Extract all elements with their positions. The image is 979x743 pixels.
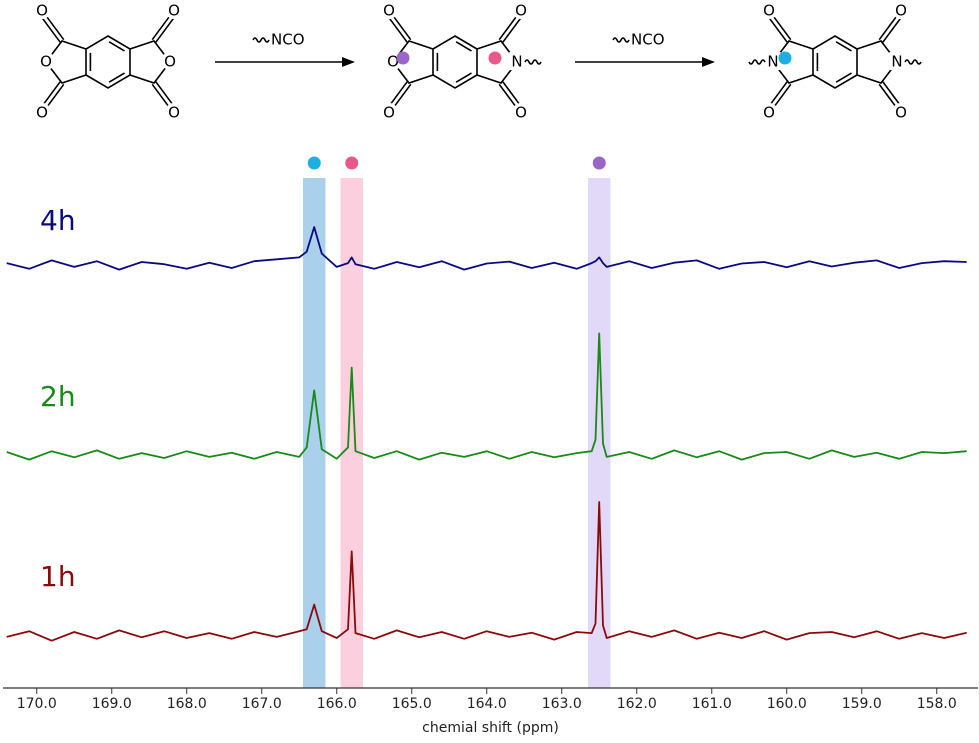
- carbonyl-bond: [151, 83, 173, 112]
- benzene-ring: [432, 35, 478, 89]
- spectrum-line: [6, 332, 967, 461]
- x-tick-label: 164.0: [467, 696, 507, 712]
- carbon-marker: [396, 51, 410, 65]
- x-tick-label: 162.0: [617, 696, 657, 712]
- carbonyl-bond: [882, 14, 904, 43]
- carbon-marker: [778, 51, 792, 65]
- carbonyl-bond: [386, 14, 408, 43]
- atom-label: O: [36, 104, 48, 122]
- carbonyl-bond: [155, 14, 177, 43]
- imide-ring: [856, 40, 899, 84]
- double-bond: [108, 72, 125, 83]
- carbonyl-bond: [386, 81, 408, 110]
- carbonyl-bond: [39, 81, 61, 110]
- atom-label: O: [36, 2, 48, 20]
- spectrum-line: [6, 226, 967, 271]
- imide-ring: [44, 40, 87, 84]
- atom-label: O: [895, 2, 907, 20]
- reagent-squiggle: [252, 37, 270, 43]
- spectra: 4h 2h 1h 170.0 169.0 168.0 167.0 166.0 165.0 164.…: [3, 156, 978, 736]
- atom-label: O: [763, 104, 775, 122]
- x-tick-label: 168.0: [167, 696, 207, 712]
- x-tick-label: 161.0: [692, 696, 732, 712]
- atom-label: O: [515, 104, 527, 122]
- band-marker: [345, 156, 359, 170]
- x-tick-label: 163.0: [542, 696, 582, 712]
- reagent-label: NCO: [271, 31, 305, 49]
- carbonyl-bond: [390, 12, 412, 41]
- reagent-label: NCO: [631, 31, 665, 49]
- carbonyl-bond: [498, 12, 520, 41]
- carbonyl-bond: [766, 81, 788, 110]
- carbonyl-bond: [770, 12, 792, 41]
- arrow-head: [702, 57, 715, 67]
- substituent-squiggle: [524, 59, 542, 65]
- atom-label: O: [164, 53, 176, 71]
- series-label: 2h: [40, 380, 76, 413]
- highlight-band: [340, 178, 363, 688]
- carbonyl-bond: [43, 83, 65, 112]
- carbonyl-bond: [43, 12, 65, 41]
- carbonyl-bond: [390, 83, 412, 112]
- arrow-head: [342, 57, 355, 67]
- atom-label: O: [895, 104, 907, 122]
- highlight-band: [588, 178, 611, 688]
- atom-label: O: [383, 2, 395, 20]
- carbonyl-bond: [39, 14, 61, 43]
- x-tick-label: 159.0: [842, 696, 882, 712]
- band-marker: [592, 156, 606, 170]
- double-bond: [455, 41, 472, 52]
- highlight-band: [303, 178, 326, 688]
- x-axis-label: chemial shift (ppm): [422, 720, 559, 736]
- carbonyl-bond: [502, 81, 524, 110]
- x-tick-label: 158.0: [917, 696, 957, 712]
- x-tick-label: 165.0: [392, 696, 432, 712]
- band-marker: [307, 156, 321, 170]
- double-bond: [455, 72, 472, 83]
- carbonyl-bond: [155, 81, 177, 110]
- atom-label: O: [40, 53, 52, 71]
- carbonyl-bond: [878, 83, 900, 112]
- carbonyl-bond: [770, 83, 792, 112]
- atom-label: O: [763, 2, 775, 20]
- carbonyl-bond: [882, 81, 904, 110]
- reagent-squiggle: [612, 37, 630, 43]
- x-tick-label: 170.0: [17, 696, 57, 712]
- carbonyl-bond: [151, 12, 173, 41]
- atom-label: O: [383, 104, 395, 122]
- double-bond: [835, 41, 852, 52]
- double-bond: [108, 41, 125, 52]
- imide-ring: [129, 40, 172, 84]
- imide-ring: [391, 40, 434, 84]
- carbon-marker: [488, 51, 502, 65]
- imide-ring: [476, 40, 519, 84]
- double-bond: [835, 72, 852, 83]
- substituent-squiggle: [748, 59, 766, 65]
- carbonyl-bond: [766, 14, 788, 43]
- x-tick-label: 167.0: [242, 696, 282, 712]
- benzene-ring: [812, 35, 858, 89]
- series-label: 1h: [40, 560, 76, 593]
- atom-label: O: [168, 2, 180, 20]
- series-label: 4h: [40, 204, 76, 237]
- atom-label: O: [168, 104, 180, 122]
- x-tick-label: 166.0: [317, 696, 357, 712]
- carbonyl-bond: [502, 14, 524, 43]
- x-tick-label: 169.0: [92, 696, 132, 712]
- carbonyl-bond: [878, 12, 900, 41]
- imide-ring: [771, 40, 814, 84]
- benzene-ring: [85, 35, 131, 89]
- carbonyl-bond: [498, 83, 520, 112]
- spectrum-line: [6, 501, 967, 642]
- substituent-squiggle: [904, 59, 922, 65]
- x-tick-label: 160.0: [767, 696, 807, 712]
- atom-label: N: [511, 53, 522, 71]
- atom-label: N: [767, 53, 778, 71]
- atom-label: N: [891, 53, 902, 71]
- atom-label: O: [515, 2, 527, 20]
